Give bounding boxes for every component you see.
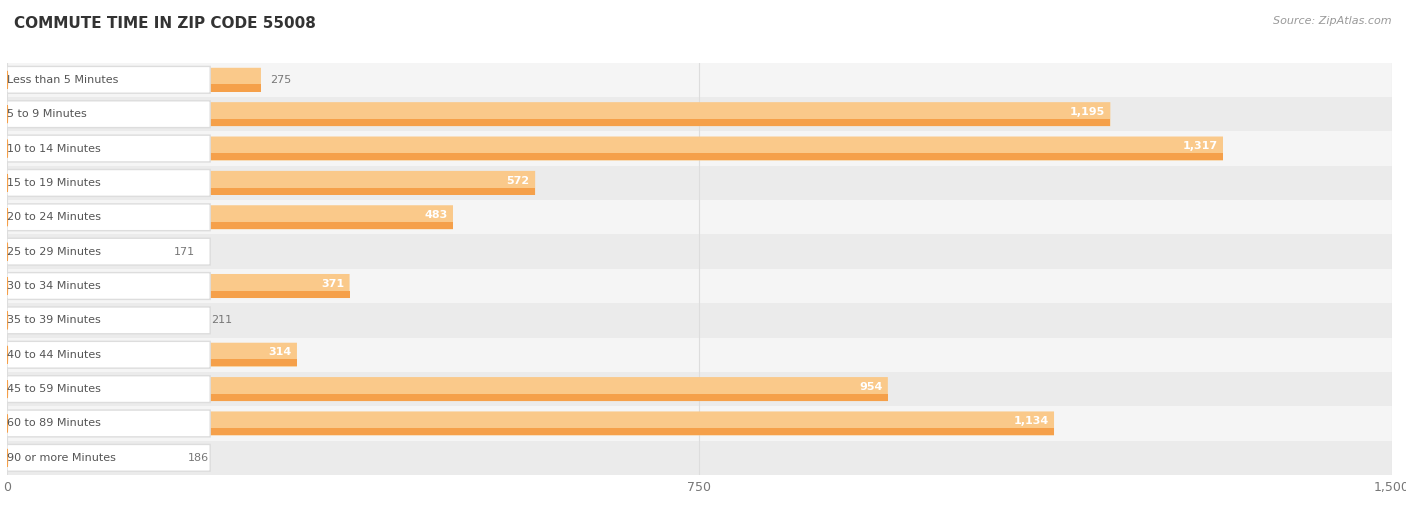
Text: 314: 314 — [269, 348, 291, 358]
Text: 1,317: 1,317 — [1182, 141, 1218, 151]
FancyBboxPatch shape — [7, 222, 453, 229]
FancyBboxPatch shape — [7, 376, 209, 402]
Text: 483: 483 — [425, 210, 447, 220]
Bar — [7, 234, 1392, 269]
Text: Less than 5 Minutes: Less than 5 Minutes — [7, 75, 120, 85]
Bar — [7, 303, 1392, 338]
FancyBboxPatch shape — [7, 137, 1223, 161]
FancyBboxPatch shape — [7, 256, 165, 263]
Text: 25 to 29 Minutes: 25 to 29 Minutes — [7, 247, 101, 257]
FancyBboxPatch shape — [7, 68, 262, 92]
FancyBboxPatch shape — [7, 394, 887, 401]
FancyBboxPatch shape — [7, 135, 209, 162]
Text: 90 or more Minutes: 90 or more Minutes — [7, 453, 117, 463]
FancyBboxPatch shape — [7, 307, 209, 334]
Text: Source: ZipAtlas.com: Source: ZipAtlas.com — [1274, 16, 1392, 26]
FancyBboxPatch shape — [7, 343, 297, 367]
FancyBboxPatch shape — [7, 119, 1111, 126]
FancyBboxPatch shape — [7, 341, 209, 368]
FancyBboxPatch shape — [7, 462, 179, 469]
FancyBboxPatch shape — [7, 309, 202, 333]
Text: 171: 171 — [174, 247, 195, 257]
FancyBboxPatch shape — [7, 360, 297, 366]
Text: 371: 371 — [321, 279, 344, 289]
FancyBboxPatch shape — [7, 291, 350, 298]
Bar — [7, 338, 1392, 372]
FancyBboxPatch shape — [7, 171, 536, 195]
Text: 30 to 34 Minutes: 30 to 34 Minutes — [7, 281, 101, 291]
Text: 186: 186 — [188, 453, 209, 463]
Text: 35 to 39 Minutes: 35 to 39 Minutes — [7, 315, 101, 325]
FancyBboxPatch shape — [7, 153, 1223, 160]
FancyBboxPatch shape — [7, 238, 209, 265]
Text: 275: 275 — [270, 75, 291, 85]
FancyBboxPatch shape — [7, 272, 209, 300]
Bar — [7, 132, 1392, 166]
FancyBboxPatch shape — [7, 85, 262, 91]
FancyBboxPatch shape — [7, 205, 453, 229]
FancyBboxPatch shape — [7, 170, 209, 196]
Bar — [7, 406, 1392, 441]
Text: 1,134: 1,134 — [1014, 416, 1049, 426]
FancyBboxPatch shape — [7, 274, 350, 298]
Text: 10 to 14 Minutes: 10 to 14 Minutes — [7, 144, 101, 153]
FancyBboxPatch shape — [7, 377, 887, 401]
Text: COMMUTE TIME IN ZIP CODE 55008: COMMUTE TIME IN ZIP CODE 55008 — [14, 16, 316, 31]
Text: 211: 211 — [211, 315, 232, 325]
Bar — [7, 97, 1392, 132]
FancyBboxPatch shape — [7, 444, 209, 471]
Text: 45 to 59 Minutes: 45 to 59 Minutes — [7, 384, 101, 394]
FancyBboxPatch shape — [7, 446, 179, 470]
FancyBboxPatch shape — [7, 240, 165, 264]
Bar — [7, 441, 1392, 475]
FancyBboxPatch shape — [7, 204, 209, 231]
Bar — [7, 63, 1392, 97]
Text: 1,195: 1,195 — [1070, 107, 1105, 117]
FancyBboxPatch shape — [7, 187, 536, 195]
Bar — [7, 372, 1392, 406]
FancyBboxPatch shape — [7, 66, 209, 93]
Bar — [7, 166, 1392, 200]
Text: 572: 572 — [506, 175, 530, 186]
FancyBboxPatch shape — [7, 411, 1054, 435]
FancyBboxPatch shape — [7, 410, 209, 437]
Text: 40 to 44 Minutes: 40 to 44 Minutes — [7, 350, 101, 360]
Text: 5 to 9 Minutes: 5 to 9 Minutes — [7, 109, 87, 119]
FancyBboxPatch shape — [7, 325, 202, 332]
Bar — [7, 269, 1392, 303]
FancyBboxPatch shape — [7, 101, 209, 127]
FancyBboxPatch shape — [7, 102, 1111, 126]
Bar — [7, 200, 1392, 234]
Text: 954: 954 — [859, 382, 883, 392]
Text: 60 to 89 Minutes: 60 to 89 Minutes — [7, 419, 101, 429]
Text: 15 to 19 Minutes: 15 to 19 Minutes — [7, 178, 101, 188]
Text: 20 to 24 Minutes: 20 to 24 Minutes — [7, 212, 101, 222]
FancyBboxPatch shape — [7, 428, 1054, 435]
